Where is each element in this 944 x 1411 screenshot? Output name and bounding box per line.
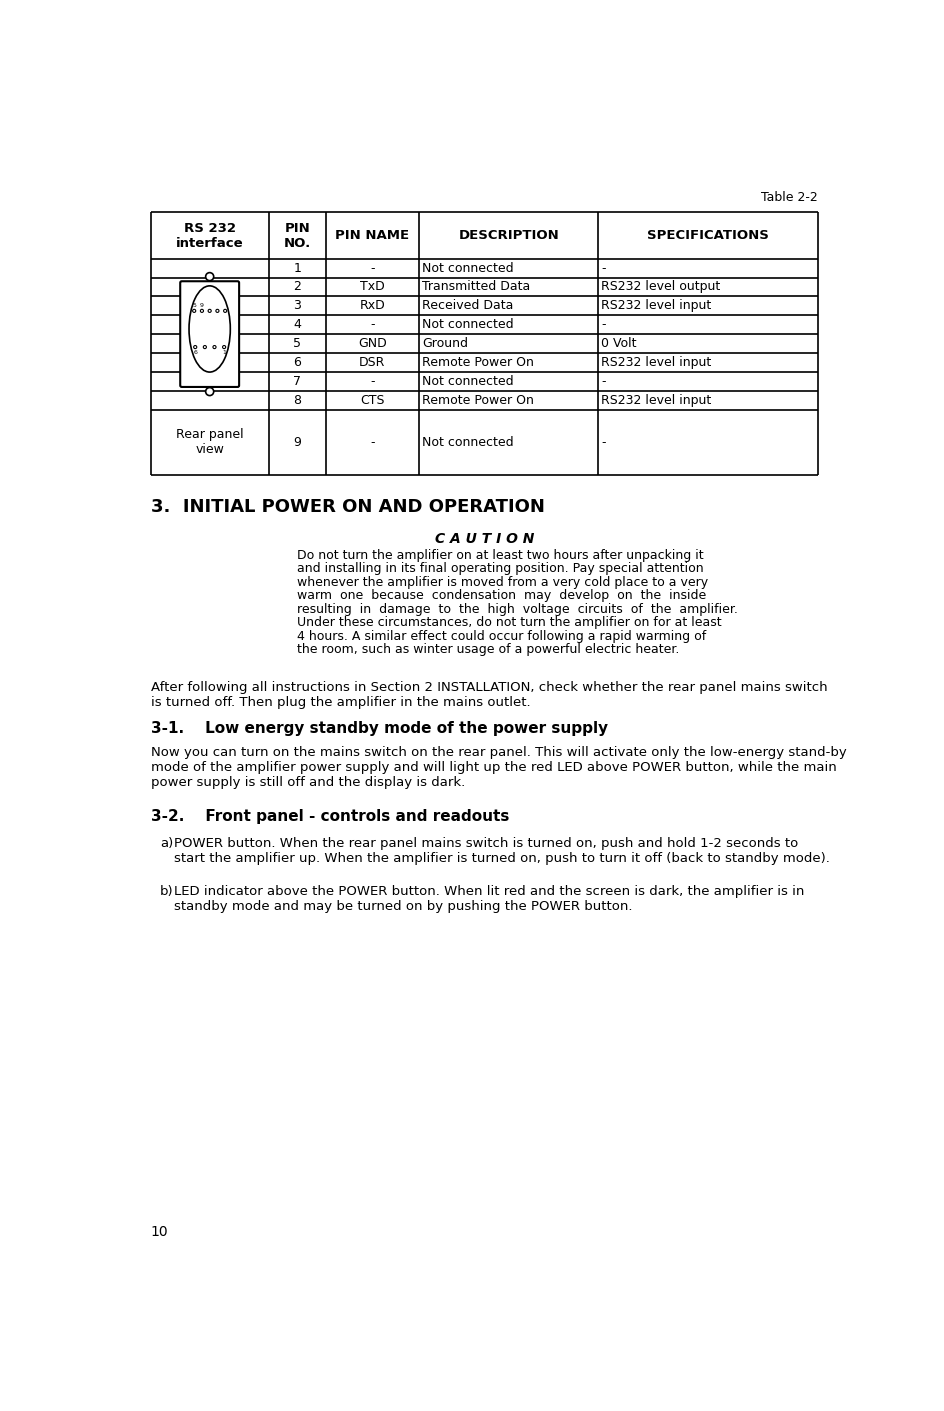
Text: whenever the amplifier is moved from a very cold place to a very: whenever the amplifier is moved from a v… [297, 576, 708, 588]
Text: 3-1.    Low energy standby mode of the power supply: 3-1. Low energy standby mode of the powe… [150, 721, 607, 737]
Text: 3.  INITIAL POWER ON AND OPERATION: 3. INITIAL POWER ON AND OPERATION [150, 498, 544, 516]
Text: Not connected: Not connected [422, 317, 514, 332]
Text: power supply is still off and the display is dark.: power supply is still off and the displa… [150, 776, 464, 789]
Text: Under these circumstances, do not turn the amplifier on for at least: Under these circumstances, do not turn t… [297, 617, 721, 629]
Text: -: - [370, 375, 374, 388]
Text: 9: 9 [200, 303, 204, 309]
Text: Table 2-2: Table 2-2 [761, 190, 818, 203]
Text: Remote Power On: Remote Power On [422, 394, 533, 406]
Text: is turned off. Then plug the amplifier in the mains outlet.: is turned off. Then plug the amplifier i… [150, 697, 530, 710]
Text: GND: GND [358, 337, 386, 350]
Text: Now you can turn on the mains switch on the rear panel. This will activate only : Now you can turn on the mains switch on … [150, 745, 846, 759]
Text: 1: 1 [293, 261, 301, 275]
Text: CTS: CTS [360, 394, 384, 406]
Text: RxD: RxD [359, 299, 385, 312]
Text: Not connected: Not connected [422, 436, 514, 449]
Text: Not connected: Not connected [422, 261, 514, 275]
Text: -: - [370, 436, 374, 449]
Circle shape [208, 309, 211, 312]
Text: Remote Power On: Remote Power On [422, 356, 533, 368]
Text: Transmitted Data: Transmitted Data [422, 281, 530, 293]
Text: POWER button. When the rear panel mains switch is turned on, push and hold 1-2 s: POWER button. When the rear panel mains … [174, 837, 798, 849]
Text: PIN
NO.: PIN NO. [283, 222, 311, 250]
Text: 9: 9 [293, 436, 301, 449]
Text: After following all instructions in Section 2 INSTALLATION, check whether the re: After following all instructions in Sect… [150, 682, 826, 694]
Text: -: - [600, 261, 605, 275]
Text: 10: 10 [150, 1225, 168, 1239]
Text: and installing in its final operating position. Pay special attention: and installing in its final operating po… [297, 563, 703, 576]
Text: RS 232
interface: RS 232 interface [176, 222, 244, 250]
Circle shape [200, 309, 203, 312]
Text: RS232 level output: RS232 level output [600, 281, 720, 293]
Text: DSR: DSR [359, 356, 385, 368]
Text: Received Data: Received Data [422, 299, 514, 312]
Text: -: - [600, 375, 605, 388]
Text: Rear panel
view: Rear panel view [176, 429, 244, 456]
Text: 6: 6 [293, 356, 301, 368]
Circle shape [193, 309, 195, 312]
Circle shape [206, 272, 213, 281]
Text: RS232 level input: RS232 level input [600, 394, 711, 406]
Text: 5: 5 [293, 337, 301, 350]
Circle shape [223, 346, 226, 349]
Circle shape [215, 309, 219, 312]
Text: a): a) [160, 837, 173, 849]
Circle shape [206, 388, 213, 395]
Text: b): b) [160, 886, 174, 899]
Text: -: - [600, 317, 605, 332]
Text: 7: 7 [293, 375, 301, 388]
Text: start the amplifier up. When the amplifier is turned on, push to turn it off (ba: start the amplifier up. When the amplifi… [174, 852, 829, 865]
Text: mode of the amplifier power supply and will light up the red LED above POWER but: mode of the amplifier power supply and w… [150, 761, 835, 773]
Text: 8: 8 [293, 394, 301, 406]
Text: 4 hours. A similar effect could occur following a rapid warming of: 4 hours. A similar effect could occur fo… [297, 629, 706, 643]
Text: Not connected: Not connected [422, 375, 514, 388]
Circle shape [203, 346, 206, 349]
Text: TxD: TxD [360, 281, 384, 293]
Text: RS232 level input: RS232 level input [600, 356, 711, 368]
Text: resulting  in  damage  to  the  high  voltage  circuits  of  the  amplifier.: resulting in damage to the high voltage … [297, 602, 737, 615]
Text: 5: 5 [192, 303, 196, 309]
Text: DESCRIPTION: DESCRIPTION [458, 229, 559, 243]
Circle shape [194, 346, 196, 349]
Text: PIN NAME: PIN NAME [335, 229, 409, 243]
Circle shape [224, 309, 227, 312]
Text: -: - [370, 317, 374, 332]
Text: -: - [600, 436, 605, 449]
Text: 1: 1 [222, 350, 226, 354]
Text: RS232 level input: RS232 level input [600, 299, 711, 312]
Ellipse shape [189, 286, 230, 373]
Text: -: - [370, 261, 374, 275]
Text: 6: 6 [194, 350, 197, 354]
Text: Do not turn the amplifier on at least two hours after unpacking it: Do not turn the amplifier on at least tw… [297, 549, 703, 562]
Text: 3-2.    Front panel - controls and readouts: 3-2. Front panel - controls and readouts [150, 809, 509, 824]
FancyBboxPatch shape [180, 281, 239, 387]
Text: LED indicator above the POWER button. When lit red and the screen is dark, the a: LED indicator above the POWER button. Wh… [174, 886, 803, 899]
Text: SPECIFICATIONS: SPECIFICATIONS [647, 229, 768, 243]
Text: 0 Volt: 0 Volt [600, 337, 636, 350]
Text: Ground: Ground [422, 337, 468, 350]
Circle shape [212, 346, 216, 349]
Text: 4: 4 [293, 317, 301, 332]
Text: warm  one  because  condensation  may  develop  on  the  inside: warm one because condensation may develo… [297, 590, 706, 602]
Text: 2: 2 [293, 281, 301, 293]
Text: the room, such as winter usage of a powerful electric heater.: the room, such as winter usage of a powe… [297, 643, 679, 656]
Text: C A U T I O N: C A U T I O N [434, 532, 533, 546]
Text: standby mode and may be turned on by pushing the POWER button.: standby mode and may be turned on by pus… [174, 900, 632, 913]
Text: 3: 3 [293, 299, 301, 312]
